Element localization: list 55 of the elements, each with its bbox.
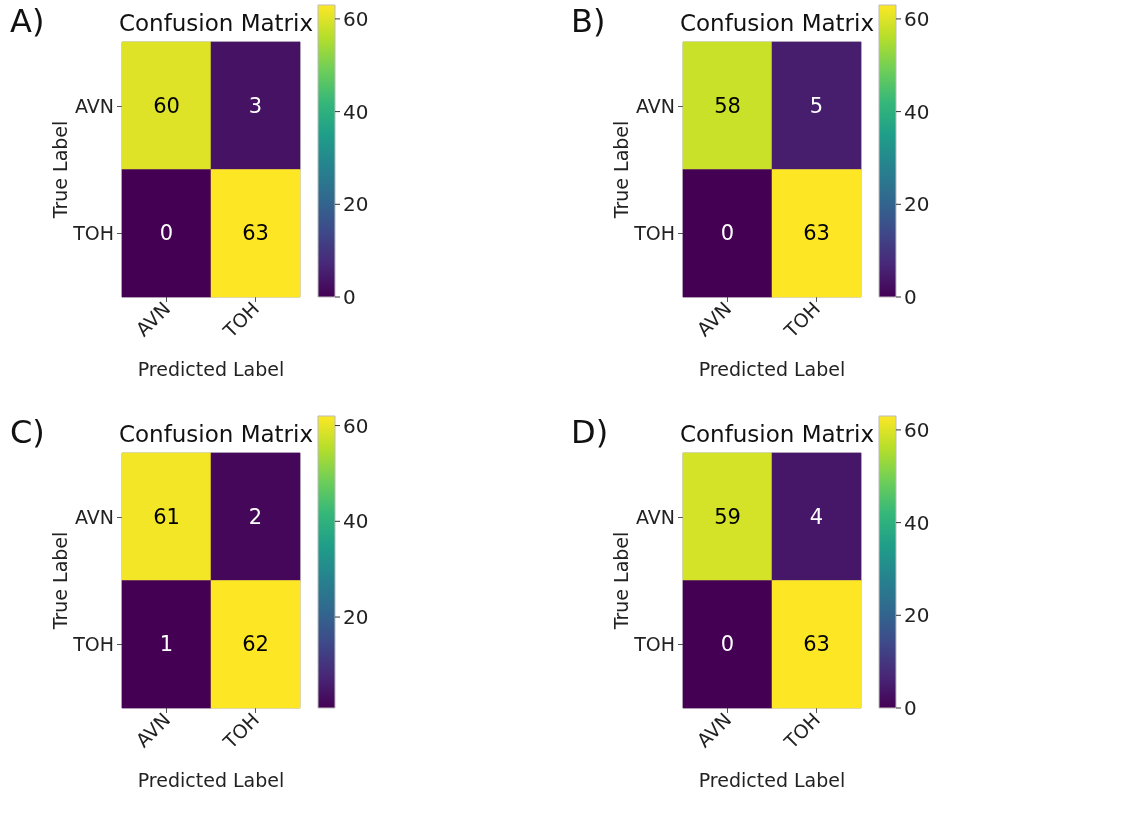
y-axis-title: True Label [609, 120, 632, 220]
x-axis-title: Predicted Label [137, 768, 285, 791]
data-label: 61 [153, 504, 180, 529]
color-bar-label: 40 [343, 509, 369, 534]
color-bar-label: 60 [343, 6, 369, 31]
y-tick-label: AVN [636, 505, 675, 528]
color-bar-label: 60 [904, 6, 930, 31]
color-bar-label: 60 [343, 413, 369, 438]
data-label: 63 [242, 221, 269, 246]
y-tick-label: AVN [636, 94, 675, 117]
data-label: 60 [153, 93, 180, 118]
color-bar-label: 60 [904, 417, 930, 442]
data-label: 59 [714, 504, 741, 529]
chart-title: Confusion Matrix [118, 9, 314, 36]
y-tick-label: TOH [72, 633, 114, 656]
color-bar-label: 40 [904, 510, 930, 535]
data-label: 0 [159, 221, 174, 246]
text: D) [571, 413, 609, 451]
color-bar-label: 20 [343, 192, 369, 217]
data-label: 2 [248, 504, 263, 529]
x-axis-title: Predicted Label [698, 357, 846, 380]
y-axis-title: True Label [48, 120, 71, 220]
data-label: 63 [803, 632, 830, 657]
data-label: 62 [242, 632, 269, 657]
y-tick-label: TOH [633, 633, 675, 656]
color-bar-label: 0 [904, 285, 917, 309]
y-axis-title: True Label [48, 531, 71, 631]
data-label: 63 [803, 221, 830, 246]
data-label: 0 [720, 221, 735, 246]
color-bar-label: 20 [904, 192, 930, 217]
y-tick-label: AVN [75, 505, 114, 528]
data-label: 58 [714, 93, 741, 118]
color-bar-label: 40 [343, 99, 369, 124]
color-bar-label: 0 [343, 285, 356, 309]
y-axis-title: True Label [609, 531, 632, 631]
text: A) [10, 2, 45, 40]
data-label: 0 [720, 632, 735, 657]
chart-title: Confusion Matrix [679, 420, 875, 447]
data-label: 5 [809, 93, 824, 118]
x-axis-title: Predicted Label [137, 357, 285, 380]
y-tick-label: TOH [633, 222, 675, 245]
color-bar-label: 0 [904, 696, 917, 720]
text: B) [571, 2, 606, 40]
color-bar-label: 20 [343, 605, 369, 630]
data-label: 4 [809, 504, 824, 529]
color-bar-label: 40 [904, 99, 930, 124]
color-bar-label: 20 [904, 603, 930, 628]
y-tick-label: TOH [72, 222, 114, 245]
chart-title: Confusion Matrix [679, 9, 875, 36]
x-axis-title: Predicted Label [698, 768, 846, 791]
data-label: 3 [248, 93, 263, 118]
text: C) [10, 413, 45, 451]
y-tick-label: AVN [75, 94, 114, 117]
chart-title: Confusion Matrix [118, 420, 314, 447]
data-label: 1 [159, 632, 174, 657]
